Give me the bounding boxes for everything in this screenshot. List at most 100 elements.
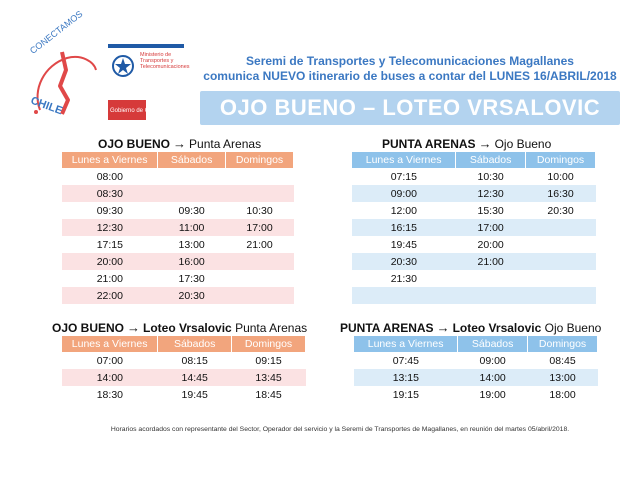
header-weekdays: Lunes a Viernes xyxy=(62,336,159,352)
cell-sunday: 21:00 xyxy=(246,238,273,251)
cell-weekday: 13:15 xyxy=(354,369,458,386)
origin-label: PUNTA ARENAS xyxy=(382,137,476,151)
ministry-line3: Telecomunicaciones xyxy=(140,64,190,70)
schedule-title: PUNTA ARENAS → Loteo Vrsalovic Ojo Bueno xyxy=(338,320,601,336)
table-row: 12:30 11:00 17:00 xyxy=(62,219,294,236)
cell-sunday: 18:00 xyxy=(549,388,576,401)
cell-saturday: 17:00 xyxy=(455,219,526,236)
cell-saturday: 19:45 xyxy=(181,388,208,401)
route-title-text: OJO BUENO – LOTEO VRSALOVIC xyxy=(219,95,601,120)
cell-sunday: 13:45 xyxy=(231,369,306,386)
cell-weekday: 18:30 xyxy=(96,388,123,401)
schedule-punta-arenas-to-ojo-bueno: PUNTA ARENAS → Ojo Bueno Lunes a Viernes S… xyxy=(352,136,596,304)
header-weekdays: Lunes a Viernes xyxy=(62,152,159,168)
arrow-right-icon: → xyxy=(127,320,141,335)
cell-saturday: 14:00 xyxy=(457,369,528,386)
cell-saturday: 11:00 xyxy=(157,219,226,236)
table-row: 20:30 21:00 xyxy=(352,253,596,270)
cell-weekday: 19:45 xyxy=(390,238,417,251)
cell-sunday: 08:45 xyxy=(549,354,576,367)
cell-saturday: 10:30 xyxy=(477,170,504,183)
cell-sunday xyxy=(526,270,596,287)
header-saturdays: Sábados xyxy=(157,336,233,352)
cell-saturday: 09:00 xyxy=(479,354,506,367)
destination-label: Ojo Bueno xyxy=(544,321,602,335)
table-row: 07:00 08:15 09:15 xyxy=(62,352,306,369)
table-row xyxy=(352,287,596,304)
cell-weekday: 16:15 xyxy=(352,219,456,236)
cell-sunday xyxy=(225,287,294,304)
cell-sunday: 10:30 xyxy=(246,204,273,217)
table-row: 19:45 20:00 xyxy=(352,236,596,253)
cell-sunday xyxy=(226,270,294,287)
cell-sunday xyxy=(225,253,294,270)
destination-label: Ojo Bueno xyxy=(494,137,552,151)
table-row: 20:00 16:00 xyxy=(62,253,294,270)
table-row: 17:15 13:00 21:00 xyxy=(62,236,294,253)
cell-sunday xyxy=(525,287,596,304)
schedule-ojo-bueno-loteo-to-punta-arenas: OJO BUENO → Loteo Vrsalovic Punta Arenas L… xyxy=(50,320,307,403)
header-saturdays: Sábados xyxy=(157,152,227,168)
cell-weekday: 12:30 xyxy=(62,219,158,236)
ministry-line1: Ministerio de xyxy=(140,52,172,58)
header-saturdays: Sábados xyxy=(455,152,527,168)
cell-saturday xyxy=(455,287,526,304)
table-row: 13:15 14:00 13:00 xyxy=(354,369,598,386)
cell-saturday: 21:00 xyxy=(455,253,526,270)
arrow-right-icon: → xyxy=(478,136,492,151)
cell-sunday: 20:30 xyxy=(547,204,574,217)
schedule-title: OJO BUENO → Punta Arenas xyxy=(62,136,294,152)
origin-label: OJO BUENO xyxy=(52,321,125,335)
cell-sunday: 17:00 xyxy=(225,219,294,236)
cell-weekday: 12:00 xyxy=(390,204,417,217)
cell-sunday xyxy=(225,185,294,202)
cell-sunday: 13:00 xyxy=(527,369,598,386)
cell-sunday xyxy=(525,253,596,270)
cell-saturday: 15:30 xyxy=(477,204,504,217)
header-sundays: Domingos xyxy=(527,336,598,352)
cell-sunday: 09:15 xyxy=(255,354,282,367)
table-row: 07:45 09:00 08:45 xyxy=(354,352,598,369)
table-row: 08:00 xyxy=(62,168,294,185)
cell-weekday: 21:30 xyxy=(390,272,417,285)
cell-weekday: 07:15 xyxy=(390,170,417,183)
footnote: Horarios acordados con representante del… xyxy=(110,426,570,433)
cell-weekday: 22:00 xyxy=(62,287,158,304)
table-row: 12:00 15:30 20:30 xyxy=(352,202,596,219)
schedule-ojo-bueno-to-punta-arenas: OJO BUENO → Punta Arenas Lunes a Viernes S… xyxy=(62,136,294,304)
cell-saturday: 20:30 xyxy=(157,287,226,304)
cell-weekday: 07:00 xyxy=(96,354,123,367)
header-saturdays: Sábados xyxy=(457,336,529,352)
ministry-logo: Ministerio de Transportes y Telecomunica… xyxy=(108,44,190,120)
cell-weekday: 21:00 xyxy=(96,272,123,285)
table-row: 14:00 14:45 13:45 xyxy=(62,369,306,386)
cell-weekday: 07:45 xyxy=(392,354,419,367)
header-sundays: Domingos xyxy=(225,152,294,168)
cell-saturday: 08:15 xyxy=(181,354,208,367)
cell-weekday: 14:00 xyxy=(62,369,158,386)
schedule-table: Lunes a Viernes Sábados Domingos 08:00 0… xyxy=(62,152,294,304)
schedule-table: Lunes a Viernes Sábados Domingos 07:00 08… xyxy=(62,336,306,403)
cell-sunday xyxy=(525,219,596,236)
arrow-right-icon: → xyxy=(173,136,187,151)
cell-saturday: 12:30 xyxy=(455,185,526,202)
cell-saturday xyxy=(157,185,226,202)
cell-weekday: 17:15 xyxy=(96,238,123,251)
header-line-1: Seremi de Transportes y Telecomunicacion… xyxy=(246,54,574,68)
table-row: 16:15 17:00 xyxy=(352,219,596,236)
cell-saturday: 16:00 xyxy=(157,253,226,270)
schedule-title: OJO BUENO → Loteo Vrsalovic Punta Arenas xyxy=(50,320,307,336)
header-line-2: comunica NUEVO itinerario de buses a con… xyxy=(203,69,617,83)
cell-sunday: 16:30 xyxy=(525,185,596,202)
cell-saturday: 19:00 xyxy=(479,388,506,401)
via-label: Loteo Vrsalovic xyxy=(452,321,542,335)
cell-weekday: 20:00 xyxy=(62,253,158,270)
table-row: 22:00 20:30 xyxy=(62,287,294,304)
header-weekdays: Lunes a Viernes xyxy=(354,336,459,352)
table-row: 09:00 12:30 16:30 xyxy=(352,185,596,202)
destination-label: Punta Arenas xyxy=(189,137,262,151)
route-title: OJO BUENO – LOTEO VRSALOVIC xyxy=(200,91,620,125)
cell-saturday: 09:30 xyxy=(178,204,205,217)
cell-weekday: 20:30 xyxy=(352,253,456,270)
via-label: Loteo Vrsalovic xyxy=(143,321,232,335)
